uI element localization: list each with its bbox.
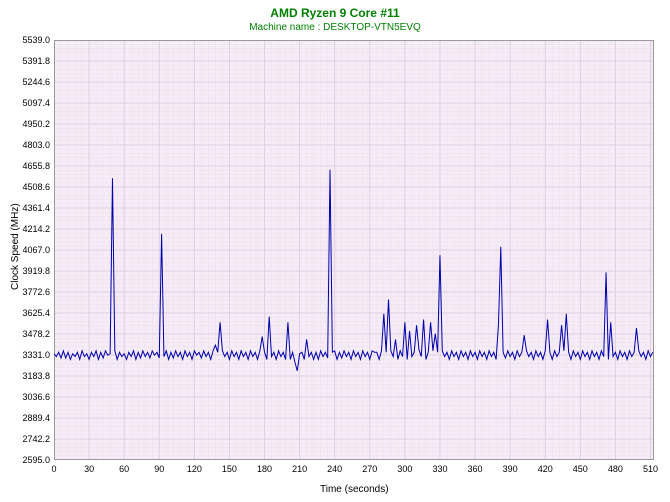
y-tick-label: 4655.8 (22, 161, 50, 171)
x-tick-label: 210 (292, 464, 308, 474)
y-tick-label: 3772.6 (22, 287, 50, 297)
y-tick-label: 5391.8 (22, 56, 50, 66)
y-tick-label: 3331.0 (22, 350, 50, 360)
y-tick-label: 4067.0 (22, 245, 50, 255)
y-tick-label: 4803.0 (22, 140, 50, 150)
x-tick-label: 510 (642, 464, 658, 474)
y-tick-label: 5097.4 (22, 98, 50, 108)
x-tick-label: 480 (607, 464, 623, 474)
x-tick-label: 270 (362, 464, 378, 474)
x-tick-label: 0 (46, 464, 62, 474)
y-tick-label: 3625.4 (22, 308, 50, 318)
y-tick-label: 3183.8 (22, 371, 50, 381)
y-tick-label: 3036.6 (22, 392, 50, 402)
plot-area (54, 40, 654, 460)
x-tick-label: 330 (432, 464, 448, 474)
y-tick-label: 2889.4 (22, 413, 50, 423)
x-tick-label: 60 (116, 464, 132, 474)
x-tick-label: 120 (186, 464, 202, 474)
x-tick-label: 150 (221, 464, 237, 474)
x-tick-label: 450 (572, 464, 588, 474)
y-tick-label: 3478.2 (22, 329, 50, 339)
x-tick-label: 360 (467, 464, 483, 474)
x-tick-label: 30 (81, 464, 97, 474)
x-tick-label: 300 (397, 464, 413, 474)
x-tick-label: 420 (537, 464, 553, 474)
x-tick-label: 180 (257, 464, 273, 474)
chart-title: AMD Ryzen 9 Core #11 (0, 0, 670, 20)
y-tick-label: 3919.8 (22, 266, 50, 276)
y-tick-label: 4950.2 (22, 119, 50, 129)
y-axis-label: Clock Speed (MHz) (10, 203, 21, 290)
clock-speed-chart: AMD Ryzen 9 Core #11 Machine name : DESK… (0, 0, 670, 502)
x-tick-label: 90 (151, 464, 167, 474)
y-tick-label: 2742.2 (22, 434, 50, 444)
x-tick-label: 240 (327, 464, 343, 474)
y-tick-label: 4508.6 (22, 182, 50, 192)
y-tick-label: 4214.2 (22, 224, 50, 234)
chart-subtitle: Machine name : DESKTOP-VTN5EVQ (0, 20, 670, 33)
x-tick-label: 390 (502, 464, 518, 474)
y-tick-label: 5244.6 (22, 77, 50, 87)
y-tick-label: 5539.0 (22, 35, 50, 45)
y-tick-label: 4361.4 (22, 203, 50, 213)
x-axis-label: Time (seconds) (320, 484, 389, 495)
